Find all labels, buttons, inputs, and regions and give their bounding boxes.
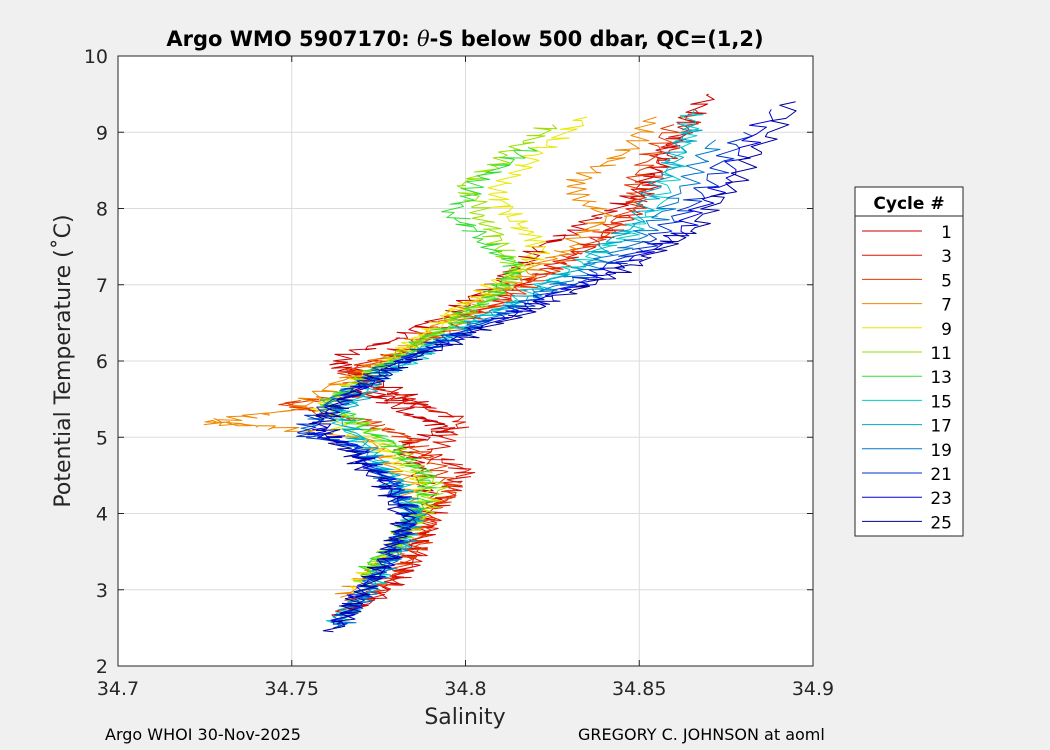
x-tick-label: 34.9 <box>792 678 834 700</box>
legend-label-15: 15 <box>930 392 952 412</box>
x-axis-label: Salinity <box>424 705 505 730</box>
legend-label-19: 19 <box>930 441 952 461</box>
legend-label-5: 5 <box>941 271 952 291</box>
y-tick-label: 5 <box>96 427 108 449</box>
legend-title: Cycle # <box>873 194 944 214</box>
legend-label-9: 9 <box>941 320 952 340</box>
legend-label-3: 3 <box>941 247 952 267</box>
y-tick-label: 10 <box>84 46 108 68</box>
series-line-cycle-11 <box>320 124 558 583</box>
x-tick-label: 34.75 <box>265 678 319 700</box>
y-axis-ticks: 2 3 4 5 6 7 8 9 10 <box>84 46 813 678</box>
y-tick-label: 7 <box>96 275 108 297</box>
legend-label-23: 23 <box>930 489 952 509</box>
legend-label-21: 21 <box>930 465 952 485</box>
y-tick-label: 9 <box>96 122 108 144</box>
chart-title-prefix: Argo WMO 5907170: <box>166 27 417 51</box>
footer-left: Argo WHOI 30-Nov-2025 <box>105 725 301 744</box>
legend-label-11: 11 <box>930 344 952 364</box>
y-tick-label: 6 <box>96 351 108 373</box>
series-line-cycle-25 <box>308 101 797 633</box>
y-tick-label: 8 <box>96 199 108 221</box>
chart-title: Argo WMO 5907170: θ-S below 500 dbar, QC… <box>166 27 763 51</box>
y-tick-label: 4 <box>96 504 108 526</box>
x-tick-label: 34.7 <box>97 678 139 700</box>
legend-label-25: 25 <box>930 513 952 533</box>
legend-label-7: 7 <box>941 296 952 316</box>
y-axis-label: Potential Temperature (˚C) <box>51 214 76 507</box>
legend-label-17: 17 <box>930 417 952 437</box>
y-tick-label: 2 <box>96 656 108 678</box>
legend-label-13: 13 <box>930 368 952 388</box>
chart-title-theta: θ <box>417 27 430 51</box>
x-axis-ticks: 34.7 34.75 34.8 34.85 34.9 <box>97 56 834 700</box>
series-layer <box>203 93 797 633</box>
legend-box <box>854 186 964 537</box>
chart-title-suffix: -S below 500 dbar, QC=(1,2) <box>430 27 764 51</box>
x-tick-label: 34.8 <box>444 678 486 700</box>
x-tick-label: 34.85 <box>612 678 666 700</box>
footer-right: GREGORY C. JOHNSON at aoml <box>578 725 825 744</box>
legend-label-1: 1 <box>941 223 952 243</box>
y-tick-label: 3 <box>96 580 108 602</box>
